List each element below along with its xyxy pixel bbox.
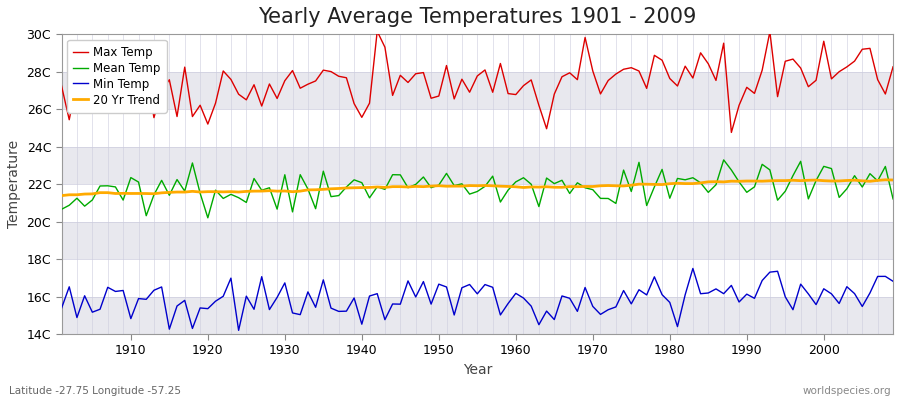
20 Yr Trend bbox=[118, 191, 129, 196]
20 Yr Trend bbox=[880, 178, 891, 182]
20 Yr Trend bbox=[510, 184, 521, 189]
Max Temp bbox=[372, 29, 382, 34]
Bar bbox=[61, 259, 893, 296]
Mean Temp bbox=[718, 158, 729, 162]
Mean Temp bbox=[518, 175, 529, 180]
Min Temp bbox=[688, 266, 698, 271]
Mean Temp bbox=[341, 184, 352, 189]
Max Temp bbox=[118, 84, 129, 89]
Min Temp bbox=[118, 288, 129, 293]
Max Temp bbox=[518, 83, 529, 88]
Mean Temp bbox=[202, 216, 213, 220]
Min Temp bbox=[56, 306, 67, 311]
Max Temp bbox=[887, 64, 898, 69]
Text: Latitude -27.75 Longitude -57.25: Latitude -27.75 Longitude -57.25 bbox=[9, 386, 181, 396]
Max Temp bbox=[56, 84, 67, 88]
20 Yr Trend bbox=[333, 186, 344, 191]
Mean Temp bbox=[118, 198, 129, 202]
Line: Max Temp: Max Temp bbox=[61, 31, 893, 132]
Bar bbox=[61, 296, 893, 334]
Line: 20 Yr Trend: 20 Yr Trend bbox=[61, 180, 893, 196]
Min Temp bbox=[341, 309, 352, 314]
Y-axis label: Temperature: Temperature bbox=[7, 140, 21, 228]
Bar bbox=[61, 109, 893, 146]
Min Temp bbox=[295, 312, 306, 317]
Min Temp bbox=[610, 304, 621, 309]
Bar bbox=[61, 72, 893, 109]
Line: Min Temp: Min Temp bbox=[61, 268, 893, 330]
Legend: Max Temp, Mean Temp, Min Temp, 20 Yr Trend: Max Temp, Mean Temp, Min Temp, 20 Yr Tre… bbox=[68, 40, 166, 113]
Mean Temp bbox=[610, 201, 621, 206]
Min Temp bbox=[887, 279, 898, 284]
Max Temp bbox=[610, 72, 621, 76]
Mean Temp bbox=[295, 172, 306, 177]
Line: Mean Temp: Mean Temp bbox=[61, 160, 893, 218]
Min Temp bbox=[510, 291, 521, 296]
Min Temp bbox=[518, 296, 529, 300]
X-axis label: Year: Year bbox=[463, 363, 492, 377]
Max Temp bbox=[287, 68, 298, 73]
Bar bbox=[61, 222, 893, 259]
20 Yr Trend bbox=[287, 189, 298, 194]
20 Yr Trend bbox=[887, 178, 898, 182]
Text: worldspecies.org: worldspecies.org bbox=[803, 386, 891, 396]
20 Yr Trend bbox=[603, 183, 614, 188]
Mean Temp bbox=[887, 196, 898, 201]
Min Temp bbox=[233, 328, 244, 333]
Mean Temp bbox=[56, 207, 67, 212]
Bar bbox=[61, 146, 893, 184]
Bar bbox=[61, 184, 893, 222]
20 Yr Trend bbox=[503, 184, 514, 189]
Max Temp bbox=[333, 74, 344, 79]
Max Temp bbox=[510, 92, 521, 97]
Bar bbox=[61, 34, 893, 72]
Max Temp bbox=[726, 130, 737, 135]
20 Yr Trend bbox=[56, 193, 67, 198]
Title: Yearly Average Temperatures 1901 - 2009: Yearly Average Temperatures 1901 - 2009 bbox=[258, 7, 697, 27]
Mean Temp bbox=[510, 180, 521, 184]
